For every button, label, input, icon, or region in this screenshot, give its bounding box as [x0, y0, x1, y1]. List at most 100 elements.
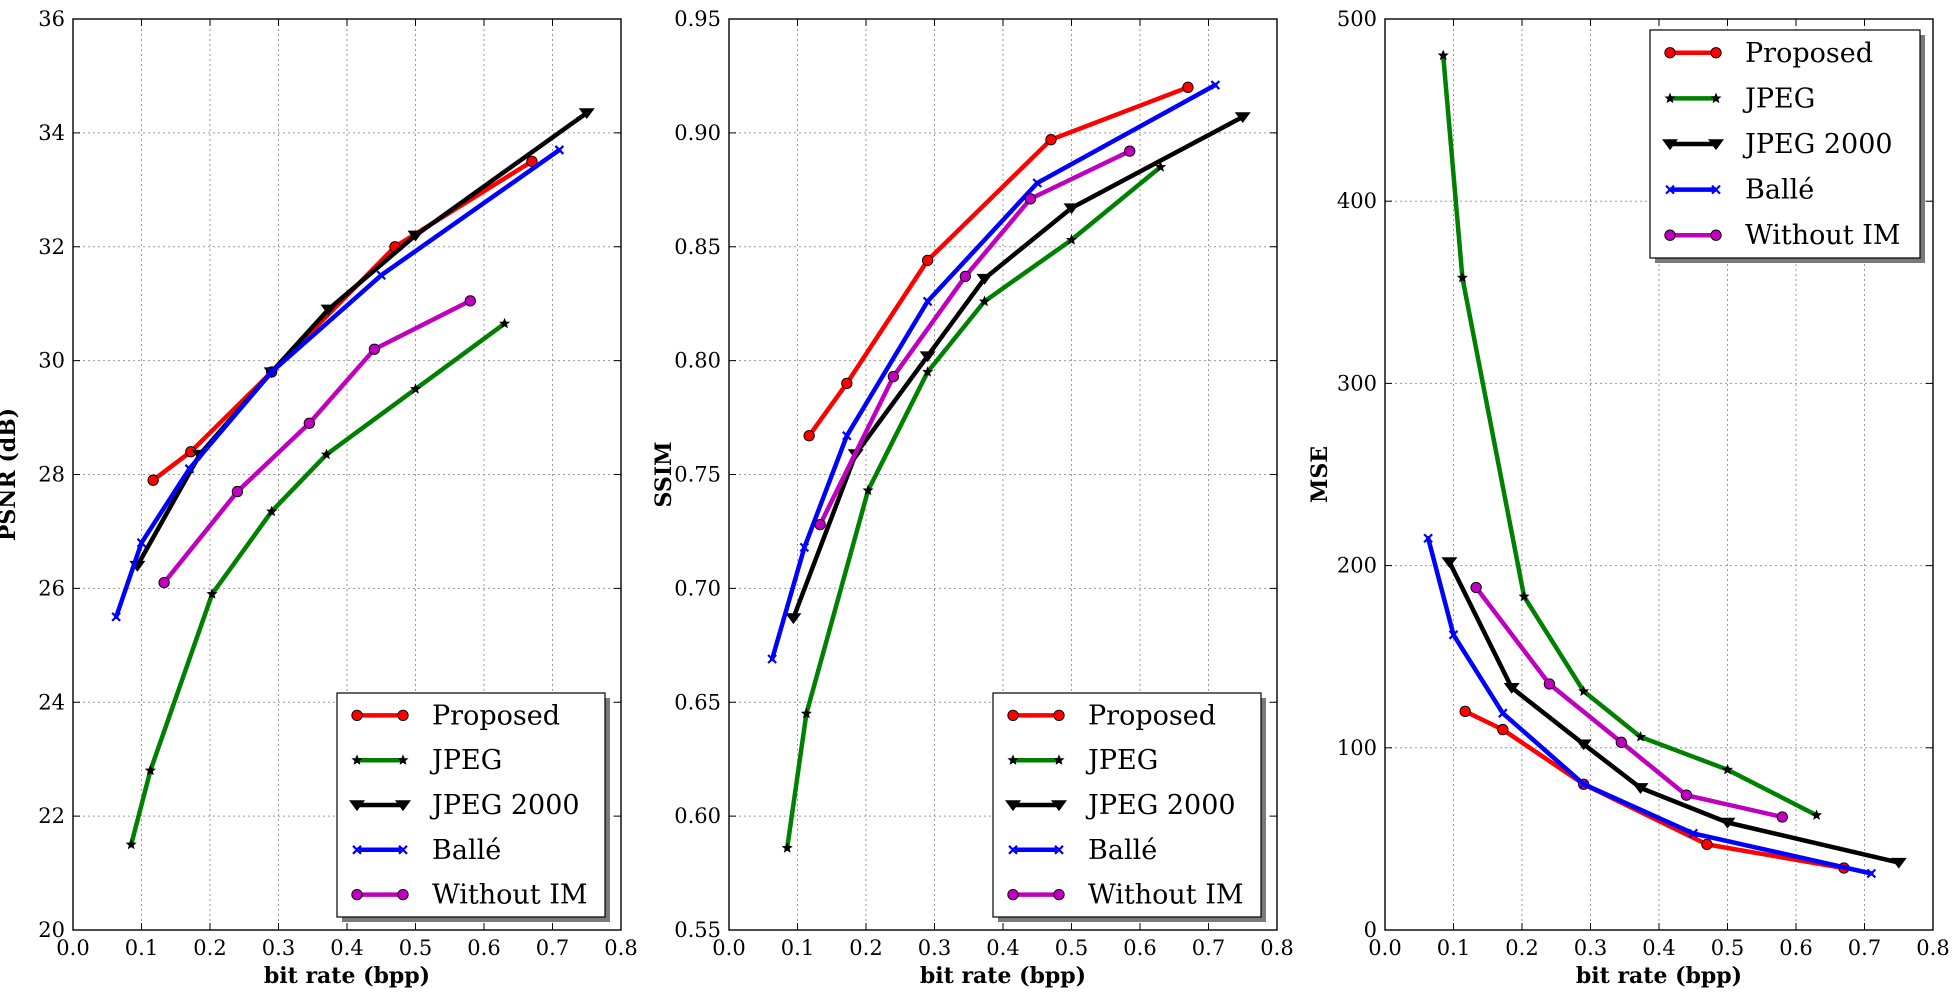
- data-point: [1680, 789, 1693, 801]
- series-jpeg: [781, 161, 1167, 853]
- data-point: [1024, 193, 1037, 205]
- legend-marker: [349, 800, 365, 812]
- data-point: [1890, 857, 1907, 869]
- data-point: [842, 431, 852, 441]
- legend-label: Ballé: [432, 835, 501, 866]
- data-point: [1497, 723, 1509, 736]
- legend-label: Proposed: [432, 700, 560, 731]
- data-point: [1518, 590, 1530, 602]
- legend-marker: [352, 845, 362, 855]
- legend-marker: [1664, 92, 1676, 104]
- data-point: [368, 343, 381, 355]
- series-jpeg-2000: [129, 108, 595, 572]
- data-point: [922, 254, 934, 267]
- legend-marker: [1710, 229, 1722, 241]
- legend-marker: [1662, 139, 1678, 151]
- plot-frame: [72, 18, 622, 931]
- data-point: [376, 270, 387, 280]
- series-line: [113, 147, 562, 620]
- series-line: [135, 110, 590, 568]
- data-point: [1437, 49, 1449, 61]
- data-point: [1632, 783, 1649, 794]
- legend-label: JPEG 2000: [1742, 129, 1893, 160]
- series-ball-: [1423, 533, 1877, 879]
- legend-marker: [1005, 800, 1021, 812]
- legend-label: JPEG: [1742, 83, 1815, 114]
- data-point: [922, 296, 933, 307]
- data-point: [554, 145, 565, 155]
- x-tick-label: 0.8: [604, 936, 637, 960]
- data-point: [1155, 161, 1167, 172]
- data-point: [1811, 809, 1823, 820]
- data-point: [1701, 838, 1713, 851]
- data-point: [1776, 811, 1788, 823]
- data-point: [144, 764, 156, 776]
- y-tick-label: 400: [1337, 189, 1377, 213]
- data-point: [841, 377, 853, 390]
- legend-marker: [1051, 800, 1067, 812]
- data-point: [922, 366, 934, 377]
- legend-marker: [1007, 754, 1019, 765]
- data-point: [125, 838, 137, 850]
- y-tick-label: 34: [38, 121, 65, 145]
- x-tick-label: 0.5: [1055, 936, 1088, 960]
- y-tick-label: 0.65: [674, 690, 721, 714]
- legend-marker: [1053, 888, 1065, 901]
- data-point: [1063, 203, 1080, 215]
- x-tick-label: 0.1: [781, 936, 814, 960]
- x-tick-label: 0.1: [1437, 936, 1470, 960]
- data-point: [978, 295, 991, 307]
- series-jpeg: [125, 317, 511, 850]
- series-jpeg-2000: [785, 112, 1251, 625]
- data-point: [1210, 80, 1221, 90]
- legend-marker: [1054, 845, 1064, 855]
- x-tick-label: 0.6: [467, 936, 500, 960]
- legend-marker: [1710, 92, 1722, 104]
- data-point: [976, 273, 993, 285]
- y-tick-label: 300: [1337, 371, 1377, 395]
- x-tick-label: 0.8: [1916, 936, 1949, 960]
- legend-marker: [397, 754, 409, 765]
- series-jpeg: [1437, 49, 1823, 820]
- data-point: [1578, 685, 1590, 697]
- data-point: [409, 383, 422, 394]
- legend-marker: [397, 709, 409, 722]
- x-tick-label: 0.4: [330, 936, 363, 960]
- data-point: [803, 430, 815, 442]
- legend-label: Ballé: [1088, 835, 1157, 866]
- legend-marker: [1007, 888, 1019, 901]
- y-tick-label: 0.85: [674, 235, 721, 259]
- y-tick-label: 0.80: [674, 349, 721, 373]
- chart-panel-3: 0.0 0.1 0.2 0.3 0.4 0.5 0.6 0.7 0.8 0 100 200 300 400…: [1307, 7, 1950, 989]
- y-tick-label: 100: [1337, 736, 1377, 760]
- data-point: [799, 542, 810, 553]
- x-tick-label: 0.0: [712, 936, 745, 960]
- legend-label: Proposed: [1745, 38, 1873, 69]
- x-tick-label: 0.2: [1505, 936, 1538, 960]
- legend-marker: [1710, 47, 1722, 59]
- data-point: [785, 613, 802, 625]
- data-point: [1498, 708, 1508, 718]
- data-point: [1124, 145, 1136, 157]
- y-tick-label: 0.90: [674, 121, 721, 145]
- data-point: [814, 518, 826, 531]
- data-point: [407, 230, 424, 242]
- data-point: [959, 270, 971, 283]
- legend-marker: [1664, 229, 1676, 241]
- data-point: [1423, 533, 1433, 544]
- legend-label: JPEG: [429, 745, 502, 776]
- x-axis-label: bit rate (bpp): [1576, 963, 1742, 989]
- legend-label: Proposed: [1088, 700, 1216, 731]
- data-point: [1234, 112, 1251, 124]
- x-tick-label: 0.3: [918, 936, 951, 960]
- x-tick-label: 0.2: [193, 936, 226, 960]
- x-tick-label: 0.0: [1368, 936, 1401, 960]
- data-point: [1459, 705, 1471, 718]
- data-point: [464, 295, 476, 307]
- data-point: [1456, 271, 1468, 283]
- series-line: [817, 148, 1132, 527]
- y-axis-label: MSE: [1307, 446, 1333, 503]
- chart-panel-2: 0.0 0.1 0.2 0.3 0.4 0.5 0.6 0.7 0.8 0.55 0.60 0.65 0…: [651, 7, 1294, 989]
- series-line: [1447, 559, 1902, 865]
- series-without-im: [814, 145, 1136, 531]
